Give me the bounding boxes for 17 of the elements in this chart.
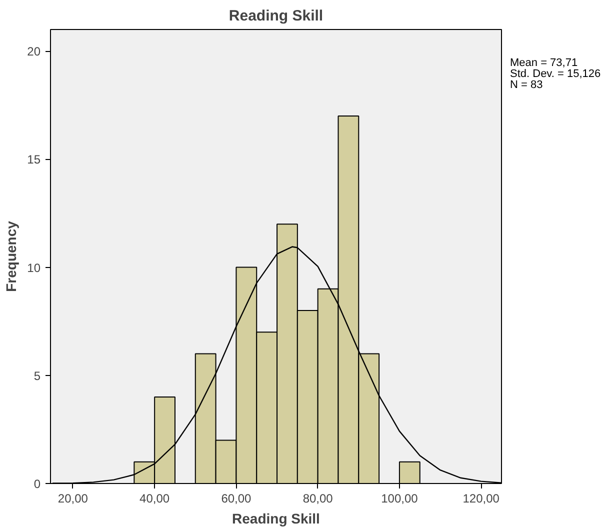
x-tick-label: 100,00 (381, 492, 418, 506)
y-tick-label: 10 (27, 260, 41, 275)
x-axis-title: Reading Skill (232, 510, 320, 526)
y-tick-label: 5 (34, 368, 41, 383)
y-tick-label: 15 (27, 152, 41, 167)
y-tick-label: 20 (27, 44, 41, 59)
x-tick-label: 40,00 (140, 492, 170, 506)
x-tick-label: 80,00 (302, 492, 334, 506)
text: Std. Dev. = 15,126 (510, 68, 601, 80)
x-tick-label: 60,00 (221, 492, 252, 506)
y-tick-label: 0 (34, 477, 41, 491)
y-axis-title: Frequency (3, 220, 20, 292)
text: Mean = 73,71 (510, 57, 578, 69)
chart-title: Reading Skill (228, 8, 324, 24)
text: N = 83 (510, 79, 543, 91)
x-tick-label: 120,00 (462, 492, 500, 506)
x-tick-label: 20,00 (58, 492, 88, 506)
